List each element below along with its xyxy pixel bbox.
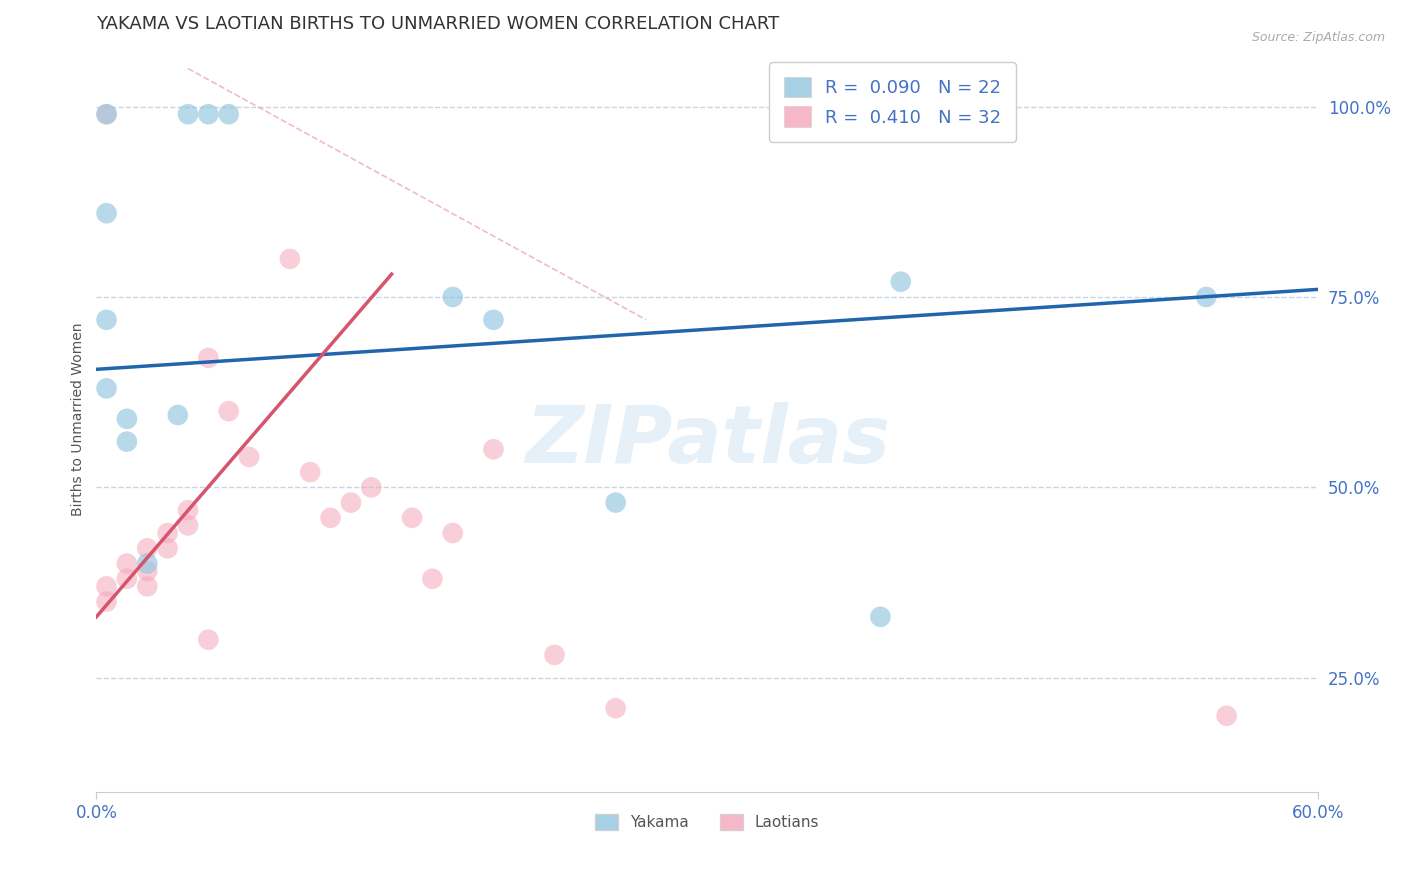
Point [115,572,138,586]
Point [605,701,627,715]
Y-axis label: Births to Unmarried Women: Births to Unmarried Women [72,322,86,516]
Point [115,434,138,449]
Text: ZIPatlas: ZIPatlas [524,402,890,480]
Text: YAKAMA VS LAOTIAN BIRTHS TO UNMARRIED WOMEN CORRELATION CHART: YAKAMA VS LAOTIAN BIRTHS TO UNMARRIED WO… [97,15,779,33]
Point [177,518,200,533]
Text: Source: ZipAtlas.com: Source: ZipAtlas.com [1251,31,1385,45]
Point [278,252,301,266]
Point [340,495,363,509]
Point [115,412,138,426]
Point [197,351,219,365]
Point [299,465,322,479]
Point [360,480,382,494]
Point [156,541,179,556]
Point [401,511,423,525]
Point [136,541,159,556]
Point [136,564,159,578]
Point [482,313,505,327]
Point [1215,708,1237,723]
Point [136,557,159,571]
Point [605,495,627,509]
Point [869,609,891,624]
Point [156,526,179,541]
Point [319,511,342,525]
Point [136,579,159,593]
Point [96,579,118,593]
Point [441,526,464,541]
Point [218,107,240,121]
Point [96,381,118,395]
Point [96,313,118,327]
Point [96,594,118,608]
Legend: Yakama, Laotians: Yakama, Laotians [589,808,825,837]
Point [166,408,188,422]
Point [177,503,200,517]
Point [96,107,118,121]
Point [890,275,912,289]
Point [197,632,219,647]
Point [482,442,505,457]
Point [96,107,118,121]
Point [197,107,219,121]
Point [238,450,260,464]
Point [1195,290,1218,304]
Point [96,206,118,220]
Point [115,557,138,571]
Point [543,648,565,662]
Point [441,290,464,304]
Point [422,572,444,586]
Point [218,404,240,418]
Point [177,107,200,121]
